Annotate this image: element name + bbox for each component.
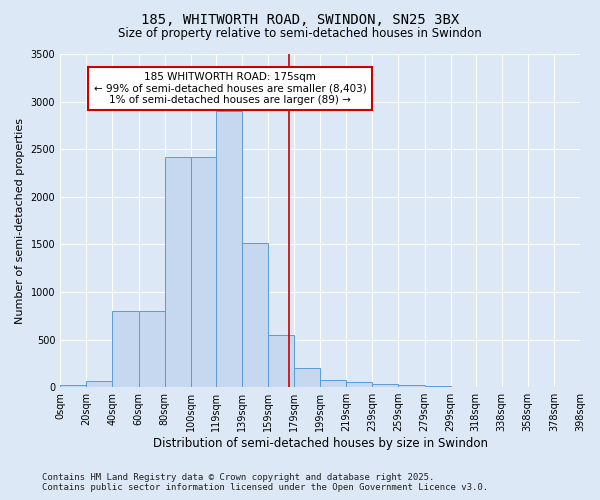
Bar xyxy=(139,311,164,387)
Bar xyxy=(215,111,242,387)
Bar xyxy=(320,380,346,387)
Bar xyxy=(86,382,112,387)
Bar xyxy=(294,368,320,387)
Bar xyxy=(346,382,373,387)
Bar xyxy=(242,242,268,387)
Bar xyxy=(268,335,294,387)
Bar xyxy=(60,386,86,387)
Y-axis label: Number of semi-detached properties: Number of semi-detached properties xyxy=(15,118,25,324)
Text: Size of property relative to semi-detached houses in Swindon: Size of property relative to semi-detach… xyxy=(118,28,482,40)
Text: 185, WHITWORTH ROAD, SWINDON, SN25 3BX: 185, WHITWORTH ROAD, SWINDON, SN25 3BX xyxy=(141,12,459,26)
Bar xyxy=(425,386,451,387)
Text: Contains HM Land Registry data © Crown copyright and database right 2025.
Contai: Contains HM Land Registry data © Crown c… xyxy=(42,473,488,492)
Bar xyxy=(164,157,191,387)
Bar xyxy=(191,157,215,387)
Bar xyxy=(398,386,425,387)
X-axis label: Distribution of semi-detached houses by size in Swindon: Distribution of semi-detached houses by … xyxy=(152,437,488,450)
Bar xyxy=(112,311,139,387)
Bar xyxy=(373,384,398,387)
Text: 185 WHITWORTH ROAD: 175sqm
← 99% of semi-detached houses are smaller (8,403)
1% : 185 WHITWORTH ROAD: 175sqm ← 99% of semi… xyxy=(94,72,367,106)
